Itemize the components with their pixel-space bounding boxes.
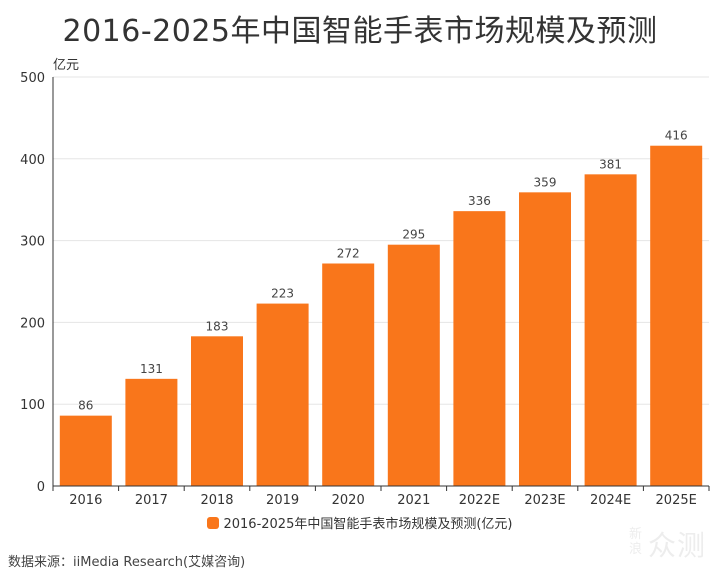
x-tick-label-2025E: 2025E (656, 493, 697, 508)
x-tick-label-2022E: 2022E (459, 493, 500, 508)
bar-2020 (322, 263, 375, 486)
legend: 2016-2025年中国智能手表市场规模及预测(亿元) (0, 513, 720, 532)
y-axis-unit: 亿元 (53, 58, 79, 73)
y-axis: 0 100 200 300 400 500 亿元 (20, 58, 79, 495)
bar-2022E (453, 211, 506, 487)
source-note: 数据来源：iiMedia Research(艾媒咨询) (8, 555, 246, 570)
bars (59, 145, 703, 487)
data-label-2018: 183 (206, 319, 229, 333)
y-tick-label: 200 (20, 316, 45, 331)
bar-2019 (256, 303, 309, 486)
y-tick-label: 100 (20, 398, 45, 413)
chart-title: 2016-2025年中国智能手表市场规模及预测 (62, 14, 658, 49)
data-label-2023E: 359 (534, 175, 557, 189)
y-tick-label: 400 (20, 153, 45, 168)
data-labels: 86 131 183 223 272 295 336 359 381 416 (78, 129, 687, 413)
data-label-2017: 131 (140, 362, 163, 376)
data-label-2021: 295 (402, 228, 425, 242)
data-label-2020: 272 (337, 247, 360, 261)
x-tick-label-2024E: 2024E (590, 493, 631, 508)
data-label-2022E: 336 (468, 194, 491, 208)
bar-2023E (519, 192, 571, 486)
data-label-2016: 86 (78, 399, 93, 413)
y-tick-label: 500 (20, 71, 45, 86)
x-tick-label-2023E: 2023E (524, 493, 565, 508)
y-tick-label: 0 (37, 480, 45, 495)
x-tick-label-2019: 2019 (266, 493, 299, 508)
bar-2021 (387, 244, 440, 486)
x-axis: 2016 2017 2018 2019 2020 2021 2022E 2023E 2024E 2… (52, 485, 710, 508)
x-tick-label-2020: 2020 (332, 493, 365, 508)
bar-2018 (191, 336, 243, 486)
watermark-logo: 新浪 众测 (628, 524, 706, 564)
data-label-2024E: 381 (599, 157, 622, 171)
bar-2016 (59, 415, 112, 486)
watermark-big-text: 众测 (648, 529, 707, 562)
legend-swatch (207, 517, 220, 529)
bar-2025E (650, 145, 703, 486)
legend-label: 2016-2025年中国智能手表市场规模及预测(亿元) (223, 517, 513, 532)
x-tick-label-2016: 2016 (69, 493, 102, 508)
x-tick-label-2021: 2021 (397, 493, 430, 508)
watermark-small-text: 新浪 (628, 527, 643, 557)
x-tick-label-2018: 2018 (200, 493, 233, 508)
data-label-2019: 223 (271, 287, 294, 301)
bar-2024E (584, 174, 637, 487)
data-label-2025E: 416 (665, 129, 688, 143)
bar-2017 (125, 378, 178, 486)
y-tick-label: 300 (20, 235, 45, 250)
x-tick-label-2017: 2017 (135, 493, 168, 508)
